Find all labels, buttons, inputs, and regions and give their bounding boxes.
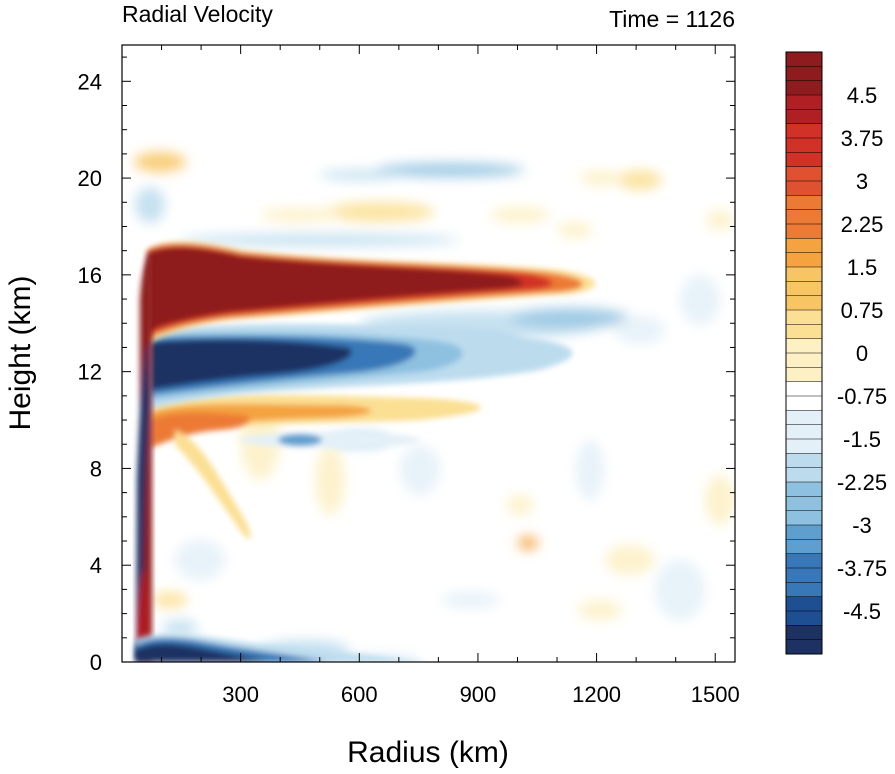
colorbar-label: -4.5 [843, 599, 881, 624]
colorbar-segment [786, 525, 822, 540]
colorbar-segment [786, 367, 822, 383]
colorbar-segment [786, 424, 822, 440]
y-tick-label: 0 [90, 650, 102, 675]
x-axis-label: Radius (km) [347, 736, 509, 769]
colorbar-segment [786, 166, 822, 182]
x-axis-ticks: 300 600 900 1200 1500 [161, 45, 740, 707]
eyewall-column [136, 252, 152, 660]
colorbar-segment [786, 439, 822, 454]
x-tick-label: 900 [460, 682, 497, 707]
colorbar-label: 3.75 [841, 126, 884, 151]
colorbar-label: 3 [856, 169, 868, 194]
colorbar-segment [786, 195, 822, 211]
x-tick-label: 1200 [572, 682, 621, 707]
y-tick-label: 24 [78, 69, 102, 94]
colorbar-segment [786, 482, 822, 497]
colorbar-segment [786, 209, 822, 225]
y-tick-label: 16 [78, 263, 102, 288]
colorbar-label: 0 [856, 341, 868, 366]
colorbar-segment [786, 611, 822, 626]
upper-level-inflow [150, 324, 573, 410]
upper-level-outflow [147, 241, 596, 345]
colorbar-segment [786, 510, 822, 526]
colorbar-segment [786, 625, 822, 641]
colorbar-segment [786, 295, 822, 311]
x-tick-label: 600 [341, 682, 378, 707]
colorbar-segment [786, 324, 822, 340]
contour-field [134, 152, 735, 662]
colorbar-label: 4.5 [847, 83, 878, 108]
y-axis-ticks: 0 4 8 12 16 20 24 [78, 56, 735, 675]
colorbar-segment [786, 181, 822, 196]
colorbar-label: -3.75 [837, 556, 887, 581]
colorbar-segment [786, 568, 822, 583]
colorbar-segment [786, 396, 822, 411]
plot-frame [121, 44, 736, 663]
colorbar-segment [786, 453, 822, 469]
colorbar-frame [785, 51, 823, 655]
colorbar-segment [786, 553, 822, 569]
y-tick-label: 20 [78, 166, 102, 191]
colorbar-segment [786, 109, 822, 125]
colorbar-label: 0.75 [841, 298, 884, 323]
boundary-layer-inflow [135, 634, 430, 662]
colorbar-segment [786, 138, 822, 153]
colorbar-segment [786, 582, 822, 598]
y-axis-label: Height (km) [4, 275, 37, 430]
colorbar-label: -1.5 [843, 427, 881, 452]
colorbar-segment [786, 596, 822, 612]
colorbar-label: -3 [852, 513, 872, 538]
colorbar-segment [786, 252, 822, 268]
colorbar-label: 2.25 [841, 212, 884, 237]
colorbar-segment [786, 80, 822, 96]
x-tick-label: 1500 [691, 682, 740, 707]
chart-title-right: Time = 1126 [609, 6, 735, 32]
colorbar-segment [786, 310, 822, 325]
chart-title-left: Radial Velocity [122, 1, 273, 27]
colorbar-segment [786, 152, 822, 168]
colorbar-segment [786, 381, 822, 397]
colorbar-segment [786, 95, 822, 110]
colorbar-segment [786, 353, 822, 368]
colorbar-segment [786, 267, 822, 282]
y-tick-label: 12 [78, 360, 102, 385]
colorbar-label: -0.75 [837, 384, 887, 409]
colorbar-segment [786, 123, 822, 139]
colorbar-segment [786, 281, 822, 297]
colorbar-segment [786, 52, 822, 67]
colorbar: 4.5 3.75 3 2.25 1.5 0.75 0 -0.75 -1.5 -2.25 -3 -3.7… [785, 51, 887, 655]
colorbar-segment [786, 410, 822, 426]
colorbar-segment [786, 496, 822, 512]
colorbar-segment [786, 639, 822, 655]
colorbar-label: -2.25 [837, 470, 887, 495]
colorbar-label: 1.5 [847, 255, 878, 280]
mid-level-outflow [150, 394, 481, 539]
y-tick-label: 4 [90, 553, 102, 578]
y-tick-label: 8 [90, 456, 102, 481]
colorbar-segment [786, 539, 822, 555]
colorbar-segment [786, 224, 822, 239]
x-tick-label: 300 [222, 682, 259, 707]
colorbar-segment [786, 238, 822, 254]
colorbar-segment [786, 338, 822, 354]
colorbar-segment [786, 66, 822, 82]
colorbar-segment [786, 467, 822, 483]
